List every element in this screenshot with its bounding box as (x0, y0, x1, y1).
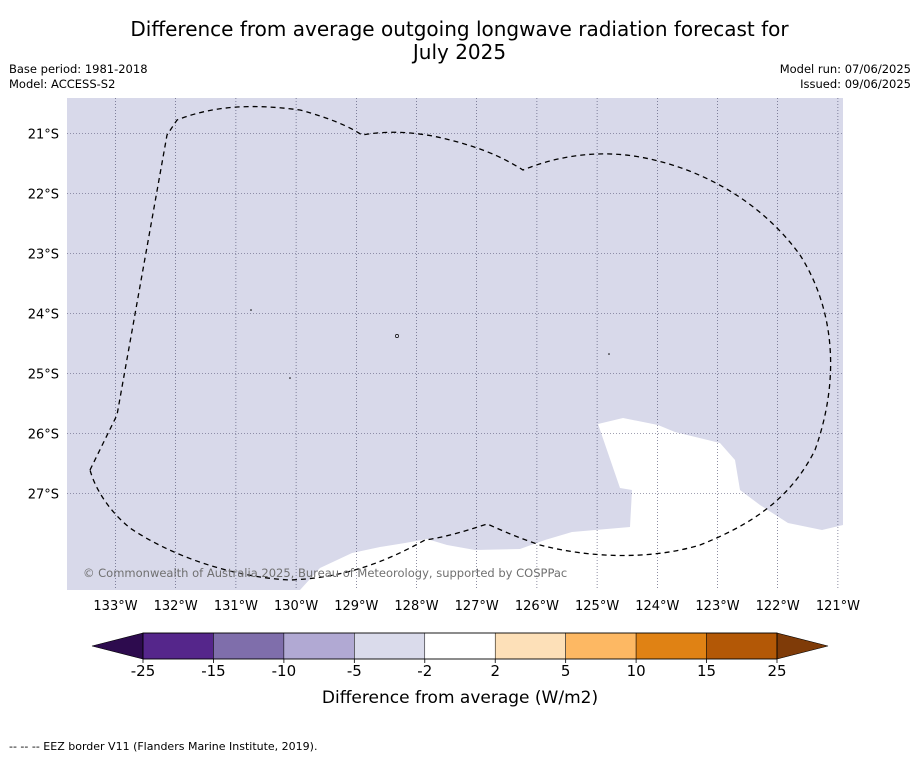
colorbar-tick-label: 10 (627, 662, 646, 680)
colorbar-tick-label: -10 (272, 662, 297, 680)
colorbar-tick-label: 5 (561, 662, 571, 680)
island (250, 309, 252, 311)
colorbar-tick-label: -25 (131, 662, 156, 680)
island (395, 334, 399, 338)
longitude-label: 130°W (274, 599, 318, 614)
map-panel: © Commonwealth of Australia 2025, Bureau… (67, 98, 843, 590)
gridlines (67, 98, 843, 590)
longitude-label: 127°W (455, 599, 499, 614)
colorbar-segment (706, 632, 778, 660)
longitude-label: 131°W (214, 599, 258, 614)
colorbar-tick-label: -2 (417, 662, 432, 680)
colorbar-under-arrow (91, 632, 144, 660)
latitude-label: 27°S (28, 488, 59, 503)
colorbar-segment (142, 632, 214, 660)
colorbar-segment (635, 632, 707, 660)
colorbar-segment (283, 632, 355, 660)
near-average-region (67, 418, 843, 590)
map-figure: © Commonwealth of Australia 2025, Bureau… (28, 98, 860, 708)
colorbar-segment (565, 632, 637, 660)
latitude-label: 26°S (28, 428, 59, 443)
title-line-1: Difference from average outgoing longwav… (130, 17, 789, 41)
latitude-label: 21°S (28, 128, 59, 143)
longitude-labels: 133°W 132°W 131°W 130°W 129°W 128°W 127°W 126°W… (93, 599, 860, 614)
colorbar-frame (142, 632, 778, 660)
longitude-label: 133°W (93, 599, 137, 614)
colorbar-segment (494, 632, 566, 660)
colorbar-tick-label: 25 (767, 662, 786, 680)
eez-border (89, 105, 832, 581)
latitude-labels: 21°S 22°S 23°S 24°S 25°S 26°S 27°S (28, 128, 59, 503)
island (608, 353, 610, 355)
longitude-label: 128°W (394, 599, 438, 614)
meta-left: Base period: 1981-2018 Model: ACCESS-S2 (9, 62, 148, 92)
colorbar-tick-label: -15 (201, 662, 226, 680)
longitude-label: 132°W (154, 599, 198, 614)
colorbar-segment (213, 632, 285, 660)
model-run: Model run: 07/06/2025 (779, 62, 911, 76)
longitude-label: 121°W (816, 599, 860, 614)
longitude-label: 123°W (695, 599, 739, 614)
copyright-notice: © Commonwealth of Australia 2025, Bureau… (83, 566, 567, 580)
colorbar-ticks: -25 -15 -10 -5 -2 2 5 10 15 25 (131, 659, 787, 680)
colorbar-label: Difference from average (W/m2) (322, 688, 598, 708)
colorbar-over-arrow (776, 632, 829, 660)
colorbar-segment (354, 632, 426, 660)
latitude-label: 22°S (28, 188, 59, 203)
latitude-label: 24°S (28, 308, 59, 323)
colorbar-tick-label: 2 (490, 662, 500, 680)
longitude-label: 124°W (635, 599, 679, 614)
issued-date: Issued: 09/06/2025 (800, 77, 911, 91)
colorbar-tick-label: -5 (347, 662, 362, 680)
island (289, 377, 291, 379)
map-title: Difference from average outgoing longwav… (0, 18, 919, 64)
colorbar-tick-label: 15 (697, 662, 716, 680)
colorbar: -25 -15 -10 -5 -2 2 5 10 15 25 Difference from av… (91, 632, 829, 708)
latitude-label: 23°S (28, 248, 59, 263)
title-line-2: July 2025 (412, 40, 507, 64)
latitude-label: 25°S (28, 368, 59, 383)
longitude-label: 122°W (756, 599, 800, 614)
model-name: Model: ACCESS-S2 (9, 77, 116, 91)
base-period: Base period: 1981-2018 (9, 62, 148, 76)
colorbar-boxes (142, 632, 778, 660)
eez-footnote: -- -- -- EEZ border V11 (Flanders Marine… (9, 740, 318, 753)
meta-right: Model run: 07/06/2025 Issued: 09/06/2025 (780, 62, 911, 92)
longitude-label: 126°W (515, 599, 559, 614)
colorbar-segment (424, 632, 496, 660)
longitude-label: 129°W (334, 599, 378, 614)
longitude-label: 125°W (575, 599, 619, 614)
